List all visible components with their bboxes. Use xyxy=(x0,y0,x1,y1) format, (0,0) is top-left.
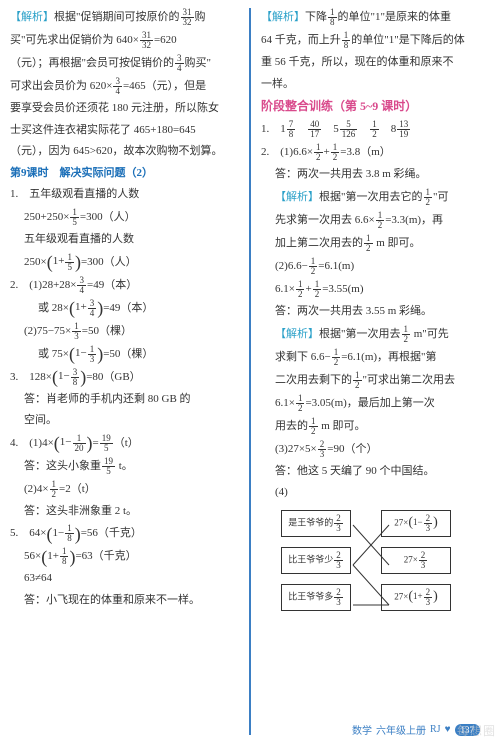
analysis-text: 64 千克，而上升18的单位"1"是下降后的体 xyxy=(261,31,490,50)
column-divider xyxy=(249,8,251,735)
q2-line: 答：两次一共用去 3.8 m 彩绳。 xyxy=(261,166,490,184)
analysis-text: 加上第二次用去的12 m 即可。 xyxy=(261,234,490,253)
q2b-line: (2)6.6−12=6.1(m) xyxy=(261,257,490,276)
analysis-text: 可求出会员价为 620×34=465（元），但是 xyxy=(10,77,239,96)
q4-line: 答：这头非洲象重 2 t。 xyxy=(10,503,239,521)
q2-line: 2. (1)28+28×34=49（本） xyxy=(10,276,239,295)
q2-line: 或 28×(1+34)=49（本） xyxy=(10,299,239,318)
analysis-text: 二次用去剩下的12"可求出第二次用去 xyxy=(261,371,490,390)
q2b-line: 6.1×12+12=3.55(m) xyxy=(261,280,490,299)
q1-line: 1. 五年级观看直播的人数 xyxy=(10,186,239,204)
q4-line: 答：这头小象重195 t。 xyxy=(10,457,239,476)
q1-line: 250×(1+15)=300（人） xyxy=(10,253,239,272)
analysis-text: 买"可先求出促销价为 640×3132=620 xyxy=(10,31,239,50)
footer-subject: 数学 xyxy=(352,722,372,737)
analysis-text: 用去的12 m 即可。 xyxy=(261,417,490,436)
q5-line: 56×(1+18)=63（千克） xyxy=(10,547,239,566)
analysis-text: 先求第一次用去 6.6×12=3.3(m)，再 xyxy=(261,211,490,230)
q4-line: (2)4×12=2（t） xyxy=(10,480,239,499)
lesson-heading: 第9课时 解决实际问题（2） xyxy=(10,165,239,183)
q2b-line: 答：两次一共用去 3.55 m 彩绳。 xyxy=(261,303,490,321)
q2-line: (2)75−75×13=50（棵） xyxy=(10,322,239,341)
analysis-text: 士买这件连衣裙实际花了 465+180=645 xyxy=(10,122,239,140)
q5-line: 答：小飞现在的体重和原来不一样。 xyxy=(10,592,239,610)
stage-heading: 阶段整合训练（第 5~9 课时） xyxy=(261,97,490,116)
analysis-text: 6.1×12=3.05(m)，最后加上第一次 xyxy=(261,394,490,413)
q4-label: (4) xyxy=(261,484,490,502)
watermark: 每想圈 xyxy=(457,722,496,739)
analysis-text: 【解析】下降18的单位"1"是原来的体重 xyxy=(261,8,490,27)
analysis-text: 一样。 xyxy=(261,76,490,94)
diagram-left-col: 是王爷爷的23 比王爷爷少23 比王爷爷多23 xyxy=(281,510,351,611)
q1-line: 五年级观看直播的人数 xyxy=(10,231,239,249)
analysis-text: 【解析】根据"第一次用去它的12"可 xyxy=(261,188,490,207)
footer-grade: 六年级上册 xyxy=(376,722,426,737)
analysis-text: （元），因为 645>620，故本次购物不划算。 xyxy=(10,143,239,161)
left-column: 【解析】根据"促销期间可按原价的3132购 买"可先求出促销价为 640×313… xyxy=(10,8,239,735)
q3-line: (3)27×5×23=90（个） xyxy=(261,440,490,459)
diagram-box: 是王爷爷的23 xyxy=(281,510,351,537)
q3-line: 3. 128×(1−38)=80（GB） xyxy=(10,368,239,387)
diagram-box: 比王爷爷多23 xyxy=(281,584,351,611)
footer-edition: RJ xyxy=(430,724,441,735)
q3-line: 答：肖老师的手机内还剩 80 GB 的 xyxy=(10,391,239,409)
q1-line: 1. 178 4017 55126 12 81319 xyxy=(261,120,490,139)
diagram-box: 比王爷爷少23 xyxy=(281,547,351,574)
analysis-text: 重 56 千克，所以，现在的体重和原来不 xyxy=(261,54,490,72)
q1-line: 250+250×15=300（人） xyxy=(10,208,239,227)
q2-line: 或 75×(1−13)=50（棵） xyxy=(10,345,239,364)
analysis-text: 要享受会员价还须花 180 元注册，所以陈女 xyxy=(10,100,239,118)
q2-line: 2. (1)6.6×12+12=3.8（m） xyxy=(261,143,490,162)
analysis-text: 【解析】根据"促销期间可按原价的3132购 xyxy=(10,8,239,27)
diagram-right-col: 27×(1−23) 27×23 27×(1+23) xyxy=(381,510,451,611)
q5-line: 5. 64×(1−18)=56（千克） xyxy=(10,524,239,543)
diagram-box: 27×(1+23) xyxy=(381,584,451,611)
q5-line: 63≠64 xyxy=(10,570,239,588)
right-column: 【解析】下降18的单位"1"是原来的体重 64 千克，而上升18的单位"1"是下… xyxy=(261,8,490,735)
diagram-box: 27×23 xyxy=(381,547,451,574)
analysis-text: （元）；再根据"会员可按促销价的34购买" xyxy=(10,54,239,73)
q4-line: 4. (1)4×(1−120)=195（t） xyxy=(10,434,239,453)
page: 【解析】根据"促销期间可按原价的3132购 买"可先求出促销价为 640×313… xyxy=(0,0,500,743)
diagram-box: 27×(1−23) xyxy=(381,510,451,537)
q3-line: 答：他这 5 天编了 90 个中国结。 xyxy=(261,463,490,481)
analysis-text: 求剩下 6.6−12=6.1(m)，再根据"第 xyxy=(261,348,490,367)
matching-diagram: 是王爷爷的23 比王爷爷少23 比王爷爷多23 27×(1−23) 27×23 … xyxy=(281,510,490,611)
q3-line: 空间。 xyxy=(10,412,239,430)
analysis-text: 【解析】根据"第一次用去12 m"可先 xyxy=(261,325,490,344)
